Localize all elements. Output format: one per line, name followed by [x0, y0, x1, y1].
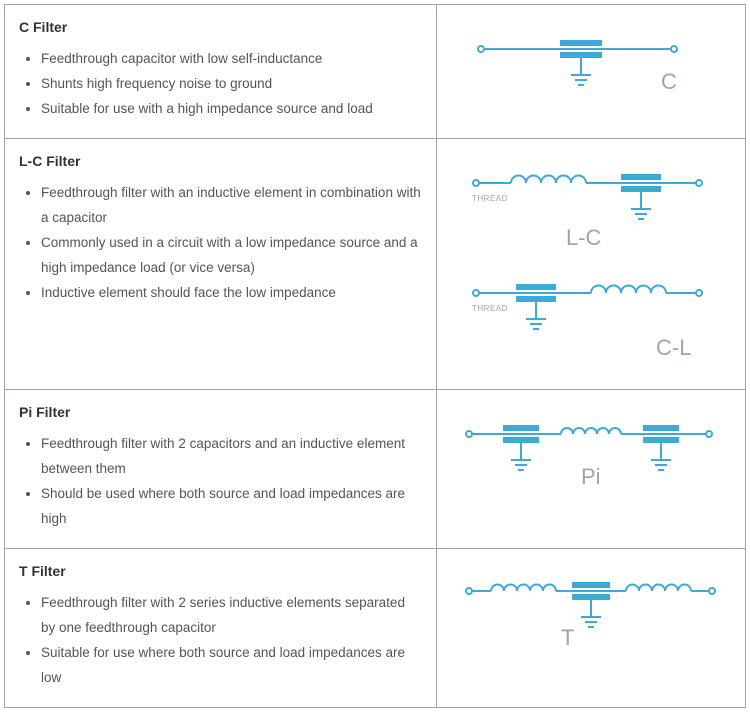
circuit-diagram-wrap: THREAD C-L [451, 263, 731, 373]
filter-bullet-list: Feedthrough capacitor with low self-indu… [19, 47, 422, 122]
filter-bullet-list: Feedthrough filter with an inductive ele… [19, 181, 422, 306]
circuit-diagram-wrap: THREAD L-C [451, 153, 731, 263]
filter-bullet: Should be used where both source and loa… [41, 482, 422, 532]
filter-bullet: Inductive element should face the low im… [41, 281, 422, 306]
filter-bullet: Shunts high frequency noise to ground [41, 72, 422, 97]
filter-diagram-cell: THREAD L-C THREAD C-L [437, 138, 746, 389]
svg-text:THREAD: THREAD [472, 304, 508, 313]
filter-title: C Filter [19, 19, 422, 35]
filter-diagram-cell: C [437, 5, 746, 139]
filter-diagram-cell: T [437, 548, 746, 707]
filter-description-cell: C Filter Feedthrough capacitor with low s… [5, 5, 437, 139]
circuit-diagram-wrap: Pi [451, 404, 731, 514]
filter-bullet: Feedthrough filter with 2 series inducti… [41, 591, 422, 641]
svg-text:Pi: Pi [581, 464, 601, 489]
filter-bullet: Suitable for use with a high impedance s… [41, 97, 422, 122]
circuit-diagram-wrap: T [451, 563, 731, 668]
filter-title: T Filter [19, 563, 422, 579]
circuit-diagram: C [461, 19, 721, 119]
filter-diagram-cell: Pi [437, 389, 746, 548]
filter-row: Pi Filter Feedthrough filter with 2 capac… [5, 389, 746, 548]
filter-title: Pi Filter [19, 404, 422, 420]
svg-text:C-L: C-L [656, 335, 691, 360]
filter-bullet: Feedthrough capacitor with low self-indu… [41, 47, 422, 72]
filter-row: T Filter Feedthrough filter with 2 series… [5, 548, 746, 707]
filter-row: L-C Filter Feedthrough filter with an ind… [5, 138, 746, 389]
svg-text:L-C: L-C [566, 225, 602, 250]
filter-bullet: Suitable for use where both source and l… [41, 641, 422, 691]
filter-description-cell: Pi Filter Feedthrough filter with 2 capac… [5, 389, 437, 548]
filter-bullet: Feedthrough filter with an inductive ele… [41, 181, 422, 231]
circuit-diagram: Pi [451, 404, 731, 514]
filter-title: L-C Filter [19, 153, 422, 169]
filter-description-cell: L-C Filter Feedthrough filter with an ind… [5, 138, 437, 389]
filter-description-cell: T Filter Feedthrough filter with 2 series… [5, 548, 437, 707]
filter-row: C Filter Feedthrough capacitor with low s… [5, 5, 746, 139]
circuit-diagram: THREAD L-C [456, 153, 726, 263]
filter-bullet: Commonly used in a circuit with a low im… [41, 231, 422, 281]
filter-bullet-list: Feedthrough filter with 2 series inducti… [19, 591, 422, 691]
filter-bullet-list: Feedthrough filter with 2 capacitors and… [19, 432, 422, 532]
filter-bullet: Feedthrough filter with 2 capacitors and… [41, 432, 422, 482]
svg-text:T: T [561, 625, 574, 650]
circuit-diagram: THREAD C-L [456, 263, 726, 373]
circuit-diagram: T [451, 563, 731, 668]
filter-table: C Filter Feedthrough capacitor with low s… [4, 4, 746, 708]
svg-text:THREAD: THREAD [472, 194, 508, 203]
circuit-diagram-wrap: C [451, 19, 731, 119]
svg-text:C: C [661, 69, 677, 94]
